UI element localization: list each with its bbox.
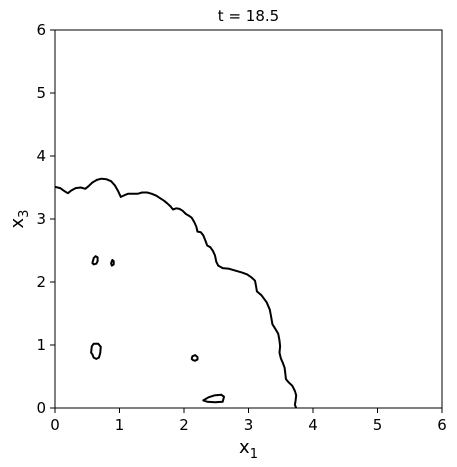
y-tick-label: 4 bbox=[36, 147, 46, 165]
x-axis-ticks: 0 1 2 3 4 5 6 bbox=[50, 408, 447, 434]
contour-island-1 bbox=[91, 255, 99, 266]
y-tick-label: 6 bbox=[36, 21, 46, 39]
y-axis-ticks: 0 1 2 3 4 5 6 bbox=[36, 21, 55, 417]
x-tick-label: 0 bbox=[50, 416, 60, 434]
contour-island-3 bbox=[90, 342, 102, 360]
y-tick-label: 1 bbox=[36, 336, 46, 354]
x-tick-label: 5 bbox=[373, 416, 383, 434]
x-axis-label-base: x bbox=[239, 437, 250, 458]
contour-island-2 bbox=[110, 258, 115, 267]
y-tick-label: 0 bbox=[36, 399, 46, 417]
y-tick-label: 2 bbox=[36, 273, 46, 291]
plot-area bbox=[54, 177, 298, 409]
x-tick-label: 6 bbox=[437, 416, 447, 434]
x-tick-label: 3 bbox=[244, 416, 254, 434]
y-axis-label-base: x bbox=[7, 217, 28, 228]
y-axis-label: x3 bbox=[7, 210, 32, 229]
x-axis-label: x1 bbox=[239, 437, 258, 462]
x-tick-label: 4 bbox=[308, 416, 318, 434]
x-axis-label-sub: 1 bbox=[250, 447, 258, 462]
contour-outer-front bbox=[54, 177, 298, 409]
y-axis-label-sub: 3 bbox=[17, 210, 32, 218]
y-tick-label: 3 bbox=[36, 210, 46, 228]
contour-island-4 bbox=[190, 354, 199, 362]
plot-frame bbox=[54, 29, 443, 409]
y-tick-label: 5 bbox=[36, 84, 46, 102]
contour-island-5 bbox=[202, 393, 225, 404]
x-tick-label: 2 bbox=[179, 416, 189, 434]
x-tick-label: 1 bbox=[115, 416, 125, 434]
chart-title: t = 18.5 bbox=[218, 7, 279, 25]
